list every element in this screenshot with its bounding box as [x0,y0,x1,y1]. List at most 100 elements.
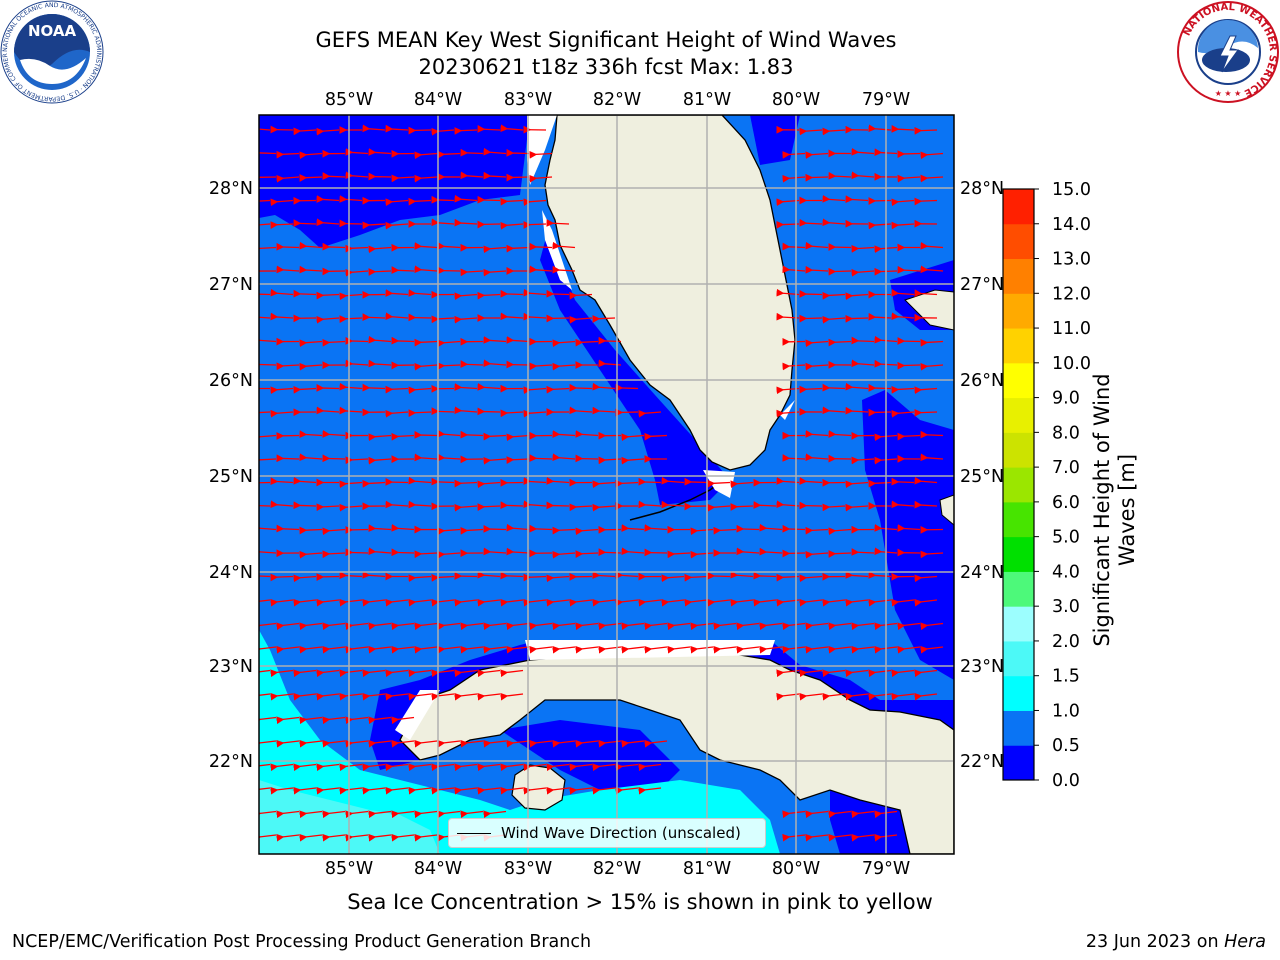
wave-direction-arrow [523,763,547,772]
wave-direction-arrow [270,386,294,395]
wave-direction-arrow [276,622,300,631]
wave-direction-arrow [391,548,415,557]
wave-direction-arrow [437,527,461,536]
map-frame [258,114,955,855]
wave-direction-arrow [385,221,409,230]
wave-direction-arrow [805,526,829,535]
wave-direction-arrow [460,268,484,277]
wave-direction-arrow [546,477,570,485]
x-tick-label-bottom: 81°W [683,859,731,879]
wave-direction-arrow [845,195,869,204]
wave-direction-arrow [299,174,323,182]
wave-direction-arrow [460,171,484,180]
wave-direction-arrow [621,433,645,442]
wave-direction-arrow [523,786,547,795]
wave-direction-arrow [391,266,415,274]
wave-direction-arrow [391,523,415,532]
wave-direction-arrow [822,598,846,607]
wave-direction-arrow [506,244,530,253]
wave-direction-arrow [299,339,323,348]
graticule [259,115,954,854]
wave-direction-arrow [454,669,478,678]
sea-ice-caption: Sea Ice Concentration > 15% is shown in … [347,890,933,914]
wave-direction-arrow [477,125,501,133]
x-tick-label-top: 79°W [862,90,910,110]
y-ticks-right: 28°N 27°N 26°N 25°N 24°N 23°N 22°N [960,179,1004,772]
wave-direction-arrow [391,336,415,345]
wave-direction-arrow [454,503,478,512]
wave-direction-arrow [408,574,432,583]
wave-direction-arrow [707,479,731,488]
wave-direction-arrow [437,810,461,819]
wave-direction-arrow [845,406,869,415]
wave-direction-arrow [259,223,271,226]
wave-direction-arrow [638,786,662,795]
wave-direction-arrow [431,195,455,204]
wave-direction-arrow [914,476,938,485]
colorbar-segment [1003,640,1034,677]
wave-direction-arrow [891,477,915,486]
wave-direction-arrow [345,456,369,465]
wave-direction-arrow [259,599,271,602]
wave-direction-arrow [500,763,524,772]
wave-direction-arrow [914,500,938,509]
wave-direction-arrow [414,265,438,274]
wave-direction-arrow [368,716,392,725]
colorbar-segment [1003,223,1034,260]
wave-direction-arrow [598,645,622,654]
wave-direction-arrow [408,386,432,395]
wave-direction-arrow [500,786,524,795]
y-tick-label-right: 28°N [960,179,1004,199]
wave-direction-arrow [805,810,829,819]
wave-direction-arrow [552,362,576,371]
y-tick-label-right: 27°N [960,275,1004,295]
wave-direction-arrow [529,174,553,183]
wave-direction-arrow [385,786,409,795]
wave-direction-arrow [621,622,645,631]
wave-direction-arrow [454,406,478,415]
wave-direction-arrow [897,432,921,441]
wave-direction-arrow [730,598,754,607]
wave-direction-arrow [483,432,507,441]
wave-direction-arrow [500,501,524,510]
wave-direction-arrow [552,739,576,748]
wave-direction-arrow [362,124,386,133]
wave-direction-arrow [874,645,898,654]
wave-direction-arrow [546,385,570,394]
wave-direction-arrow [851,359,875,368]
wave-direction-arrow [437,550,461,559]
chart-title: GEFS MEAN Key West Significant Height of… [315,28,897,52]
wave-direction-arrow [316,692,340,701]
wave-direction-arrow [736,622,760,631]
wave-direction-arrow [299,550,323,559]
wave-direction-arrow [293,598,317,607]
wave-direction-arrow [414,151,438,160]
wave-direction-arrow [546,786,570,795]
wave-direction-arrow [259,787,271,790]
wave-direction-arrow [592,480,616,489]
wave-direction-arrow [615,571,639,579]
wave-direction-arrow [454,218,478,227]
y-tick-label-right: 25°N [960,467,1004,487]
wave-direction-arrow [259,739,277,748]
wave-direction-arrow [276,174,300,183]
y-ticks-left: 28°N 27°N 26°N 25°N 24°N 23°N 22°N [209,179,253,772]
wave-direction-arrow [874,433,898,442]
wave-direction-arrow [644,622,668,631]
noaa-logo-text: NOAA [28,22,77,40]
wave-direction-arrow [920,151,944,160]
wave-direction-arrow [270,500,294,509]
colorbar-tick-label: 5.0 [1052,528,1080,548]
x-tick-label-bottom: 80°W [772,859,820,879]
wave-direction-arrow [592,598,616,607]
wave-direction-arrow [259,716,277,725]
wave-direction-arrow [569,503,593,512]
low-band-bahamas [862,390,954,680]
wave-direction-arrow [845,480,869,489]
wave-direction-arrow [707,598,731,607]
low-band-cuba-south [500,720,680,800]
wave-direction-arrow [259,456,277,465]
wave-direction-arrow [460,810,484,819]
x-ticks-top: 85°W 84°W 83°W 82°W 81°W 80°W 79°W [325,90,910,110]
wave-direction-arrow [506,336,530,344]
